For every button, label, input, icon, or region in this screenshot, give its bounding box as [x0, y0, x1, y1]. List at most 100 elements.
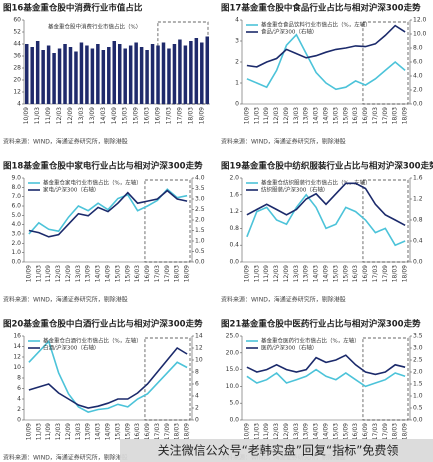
y2-tick-label: 1.5: [195, 227, 205, 234]
y2-tick-label: 10: [195, 357, 203, 364]
y2-tick-label: 3.0: [195, 196, 205, 203]
x-tick-label: 15/03: [114, 265, 121, 282]
x-tick-label: 14/09: [105, 423, 112, 440]
y-tick-label: 20.0: [226, 349, 240, 356]
y2-tick-label: 2.0: [413, 87, 423, 94]
highlight-box: [144, 179, 191, 263]
highlight-box: [362, 21, 409, 105]
legend-label: 基金重仓股中消费行业市值占比（%）: [48, 23, 141, 31]
y-tick-label: 12: [13, 89, 21, 96]
legend-label: 基金重仓食品饮料行业市值占比（%，左轴）: [261, 21, 371, 29]
y2-tick-label: 0.0: [413, 259, 423, 266]
x-tick-label: 11/09: [263, 107, 270, 124]
y-tick-label: 0.0: [229, 417, 239, 424]
y-tick-label: 2: [235, 59, 239, 66]
x-tick-label: 13/09: [303, 107, 310, 124]
x-tick-label: 14/09: [323, 265, 330, 282]
chart-title: 图17基金重仓股中食品行业占比与相对沪深300走势: [221, 3, 421, 14]
bar: [41, 50, 45, 104]
y-tick-label: 25.0: [226, 333, 240, 340]
bar: [145, 50, 149, 104]
x-tick-label: 10/09: [23, 107, 30, 124]
bar: [167, 48, 171, 104]
x-tick-label: 17/03: [372, 423, 379, 440]
x-tick-label: 16/03: [134, 265, 141, 282]
x-tick-label: 17/03: [372, 107, 379, 124]
highlight-box: [362, 179, 409, 263]
x-tick-label: 18/09: [184, 265, 191, 282]
x-tick-label: 16/09: [144, 265, 151, 282]
x-tick-label: 12/09: [65, 265, 72, 282]
x-tick-label: 15/03: [332, 423, 339, 440]
x-tick-label: 13/03: [75, 423, 82, 440]
x-tick-label: 18/09: [402, 107, 409, 124]
bar: [107, 47, 111, 104]
chart-title: 图21基金重仓股中医药行业占比与相对沪深300走势: [221, 319, 421, 330]
legend-label: 纺织服装/沪深300（右轴）: [261, 186, 328, 194]
bar: [150, 44, 155, 104]
bar: [101, 50, 106, 104]
bar: [96, 44, 100, 104]
x-tick-label: 12/09: [65, 423, 72, 440]
y-tick-label: 8: [17, 375, 21, 382]
x-tick-label: 14/09: [323, 423, 330, 440]
bar: [128, 45, 133, 104]
x-tick-label: 17/03: [154, 423, 161, 440]
x-tick-label: 11/03: [253, 265, 260, 282]
x-tick-label: 11/09: [45, 265, 52, 282]
x-tick-label: 14/09: [111, 107, 118, 124]
x-tick-label: 14/03: [95, 423, 102, 440]
x-tick-label: 18/03: [174, 423, 181, 440]
y-tick-label: 36: [13, 53, 21, 60]
y-tick-label: 0.0: [229, 259, 239, 266]
x-tick-label: 17/03: [372, 265, 379, 282]
legend-label: 基金重仓白酒行业市值占比（%，左轴）: [43, 337, 142, 345]
x-tick-label: 11/09: [263, 265, 270, 282]
bar: [139, 47, 144, 104]
x-tick-label: 18/09: [184, 423, 191, 440]
line: [246, 33, 406, 91]
line: [28, 339, 188, 413]
y2-tick-label: 1.2: [413, 196, 423, 203]
y-tick-label: 7.0: [11, 193, 21, 200]
x-tick-label: 16/03: [352, 265, 359, 282]
bar: [205, 36, 210, 104]
x-tick-label: 10/09: [25, 423, 32, 440]
x-tick-label: 16/09: [362, 265, 369, 282]
x-tick-label: 12/03: [55, 265, 62, 282]
x-tick-label: 14/03: [95, 265, 102, 282]
y2-tick-label: 1.6: [413, 175, 423, 182]
line: [246, 24, 406, 68]
x-tick-label: 16/09: [144, 423, 151, 440]
x-tick-label: 13/09: [85, 423, 92, 440]
y2-tick-label: 1.0: [195, 238, 205, 245]
line: [246, 368, 406, 388]
y-tick-label: 0: [17, 417, 21, 424]
y2-tick-label: 4: [195, 393, 199, 400]
y2-tick-label: 10.0: [413, 31, 427, 38]
x-tick-label: 15/09: [342, 107, 349, 124]
y-tick-label: 14: [13, 343, 21, 350]
x-tick-label: 16/03: [352, 423, 359, 440]
chart-title: 图18基金重仓股中家电行业占比与相对沪深300走势: [3, 161, 203, 172]
bar: [46, 45, 51, 104]
y2-tick-label: 12.0: [413, 17, 427, 24]
x-tick-label: 14/03: [313, 265, 320, 282]
watermark: 关注微信公众号“老韩实盘”回复“指标”免费领: [158, 443, 399, 458]
x-tick-label: 15/03: [114, 423, 121, 440]
bar: [63, 44, 67, 104]
y-tick-label: 1: [235, 80, 239, 87]
x-tick-label: 16/09: [362, 107, 369, 124]
x-tick-label: 14/09: [323, 107, 330, 124]
y-tick-label: 6.0: [11, 203, 21, 210]
highlight-box: [362, 337, 409, 421]
x-tick-label: 15/03: [122, 107, 129, 124]
x-tick-label: 10/09: [243, 107, 250, 124]
x-tick-label: 17/09: [382, 107, 389, 124]
bar: [52, 53, 56, 104]
x-tick-label: 14/03: [313, 107, 320, 124]
x-tick-label: 13/03: [293, 107, 300, 124]
legend-label: 家电/沪深300（右轴）: [43, 186, 99, 194]
x-tick-label: 14/03: [100, 107, 107, 124]
x-tick-label: 13/03: [293, 423, 300, 440]
